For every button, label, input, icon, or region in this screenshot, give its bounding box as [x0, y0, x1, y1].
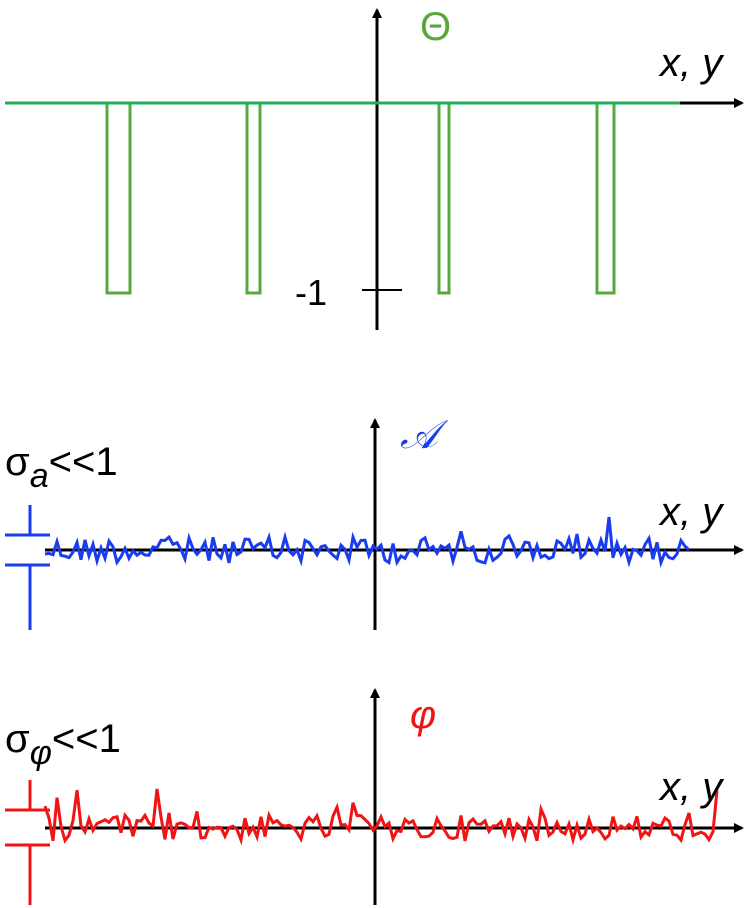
x-label: x, y: [658, 765, 725, 809]
sigma: σ: [5, 717, 30, 761]
subscript: φ: [30, 734, 52, 772]
x-label: x, y: [658, 490, 725, 534]
axis-label: Θ: [420, 5, 451, 49]
panel-phi: φ x, y σφ<<1: [5, 688, 744, 905]
panel-theta: Θ x, y -1: [5, 5, 744, 330]
panel-a: 𝒜 x, y σa<<1: [5, 413, 744, 630]
tick-label: -1: [295, 272, 327, 313]
condition: σφ<<1: [5, 717, 121, 772]
theta-curve: [5, 101, 680, 295]
condition: σa<<1: [5, 440, 118, 495]
x-label: x, y: [658, 41, 725, 85]
sigma: σ: [5, 440, 30, 484]
axis-label: φ: [410, 693, 436, 737]
sigma-bar: [5, 780, 50, 905]
axis-label: 𝒜: [400, 413, 449, 457]
condition-text: <<1: [52, 717, 121, 761]
noise-curve: [43, 788, 719, 846]
condition-text: <<1: [49, 440, 118, 484]
noise-curve: [44, 516, 691, 568]
sigma-bar: [5, 505, 50, 630]
subscript: a: [30, 457, 49, 495]
